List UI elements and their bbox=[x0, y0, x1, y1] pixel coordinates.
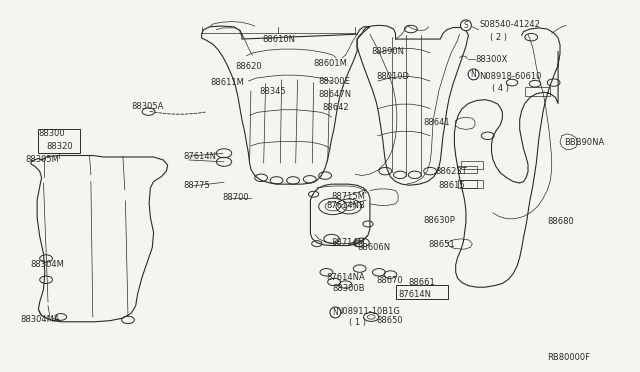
Bar bbox=[38, 129, 80, 153]
Text: 88601M: 88601M bbox=[314, 59, 348, 68]
Text: 88320: 88320 bbox=[46, 142, 73, 151]
Text: 88300E: 88300E bbox=[319, 77, 351, 86]
Text: ( 2 ): ( 2 ) bbox=[490, 33, 507, 42]
Bar bbox=[458, 180, 477, 188]
Text: 88670: 88670 bbox=[376, 276, 403, 285]
Text: 88647N: 88647N bbox=[319, 90, 352, 99]
Text: N: N bbox=[333, 308, 338, 317]
Text: 88680: 88680 bbox=[547, 217, 574, 226]
Text: 87614NB: 87614NB bbox=[326, 201, 365, 210]
Text: 88304MA: 88304MA bbox=[20, 315, 60, 324]
Text: 88300: 88300 bbox=[38, 129, 65, 138]
Text: 88714M: 88714M bbox=[332, 238, 365, 247]
Text: 88651: 88651 bbox=[429, 240, 456, 249]
Text: 88661: 88661 bbox=[408, 278, 435, 287]
Text: RB80000F: RB80000F bbox=[547, 353, 590, 362]
Text: 88305A: 88305A bbox=[131, 102, 164, 110]
Text: S: S bbox=[463, 21, 468, 30]
Text: N08918-60610: N08918-60610 bbox=[479, 72, 541, 81]
Text: 88700: 88700 bbox=[223, 193, 250, 202]
Text: 88610N: 88610N bbox=[262, 35, 295, 44]
Text: 88611M: 88611M bbox=[210, 78, 244, 87]
Text: 88300B: 88300B bbox=[333, 284, 365, 293]
Text: 88890N: 88890N bbox=[371, 47, 404, 56]
Text: N: N bbox=[471, 70, 476, 79]
Text: ( 1 ): ( 1 ) bbox=[349, 318, 366, 327]
Bar bbox=[458, 166, 477, 173]
Text: ( 4 ): ( 4 ) bbox=[492, 84, 509, 93]
Text: 88642: 88642 bbox=[322, 103, 349, 112]
Text: 88630P: 88630P bbox=[424, 216, 456, 225]
Text: 88623T: 88623T bbox=[435, 167, 467, 176]
Text: N08911-10B1G: N08911-10B1G bbox=[336, 307, 400, 316]
Text: 88620: 88620 bbox=[236, 62, 262, 71]
Text: 88606N: 88606N bbox=[357, 243, 390, 252]
Text: 88775: 88775 bbox=[183, 182, 210, 190]
Bar bbox=[461, 161, 483, 169]
Text: 88641: 88641 bbox=[424, 118, 451, 126]
Bar bbox=[396, 285, 448, 299]
Bar bbox=[525, 87, 550, 96]
Text: 88304M: 88304M bbox=[31, 260, 65, 269]
Text: S08540-41242: S08540-41242 bbox=[480, 20, 541, 29]
Text: BBB90NA: BBB90NA bbox=[564, 138, 605, 147]
Text: 87614N: 87614N bbox=[399, 291, 432, 299]
Text: 87614N: 87614N bbox=[183, 153, 216, 161]
Text: 88615: 88615 bbox=[438, 181, 465, 190]
Text: 88650: 88650 bbox=[376, 316, 403, 325]
Bar bbox=[461, 180, 483, 188]
Text: 88305M: 88305M bbox=[26, 155, 60, 164]
Text: 88300X: 88300X bbox=[475, 55, 508, 64]
Text: 88715M: 88715M bbox=[332, 192, 365, 201]
Text: 88345: 88345 bbox=[259, 87, 286, 96]
Text: 88010D: 88010D bbox=[376, 72, 410, 81]
Text: 87614NA: 87614NA bbox=[326, 273, 365, 282]
